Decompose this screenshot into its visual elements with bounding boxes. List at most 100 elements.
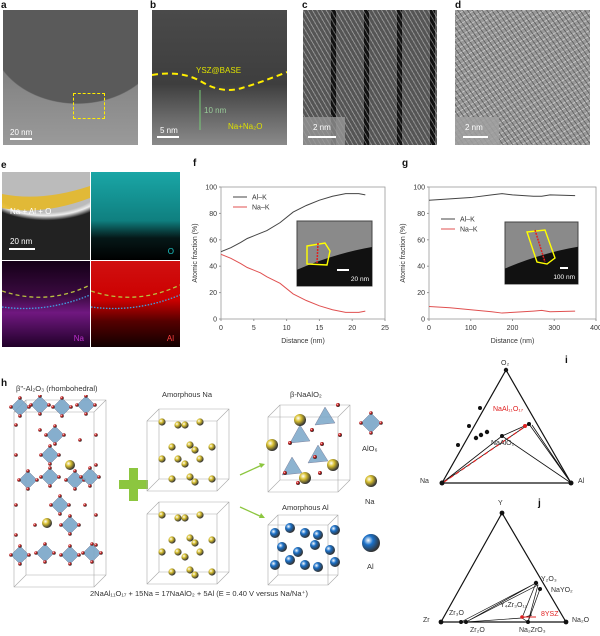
unit-cell-box	[146, 501, 230, 585]
vertex-zr: Zr	[423, 617, 430, 624]
oxygen-atom	[94, 543, 98, 547]
oxygen-atom	[81, 551, 85, 555]
aluminium-atom	[313, 562, 323, 572]
amorphous-al-title: Amorphous Al	[282, 503, 329, 512]
tem-image-c: 2 nm	[303, 10, 437, 145]
scale-bar	[9, 248, 35, 250]
eds-map-o: O	[91, 172, 180, 260]
plot-frame	[220, 186, 386, 320]
alo6-polyhedron	[60, 515, 80, 535]
phase-naal11o17: NaAl₁₁O₁₇	[493, 406, 524, 413]
oxygen-atom	[27, 553, 31, 557]
panel-label-j: j	[538, 498, 541, 509]
sodium-atom	[196, 455, 204, 463]
oxygen-atom	[77, 523, 81, 527]
phase-y4zr3o12: Y₄Zr₃O₁₂	[500, 602, 528, 609]
sodium-atom	[208, 443, 216, 451]
x-tick-label: 25	[381, 325, 389, 332]
oxygen-atom	[43, 542, 47, 546]
vertex-na: Na	[420, 478, 429, 485]
unit-cell-box	[267, 404, 351, 493]
plus-sign	[119, 468, 148, 501]
alo4-tetrahedron	[314, 406, 336, 426]
oxygen-atom	[62, 433, 66, 437]
ternary-diagram-i	[439, 367, 574, 486]
oxygen-atom	[318, 471, 322, 475]
sodium-atom	[191, 478, 199, 486]
oxygen-atom	[51, 405, 55, 409]
sodium-atom	[158, 548, 166, 556]
aluminium-atom	[330, 525, 340, 535]
oxygen-atom	[38, 395, 42, 398]
zoom-region-box	[73, 93, 105, 119]
oxygen-atom	[90, 560, 94, 564]
phase-y2o3: Y₂O₃	[541, 576, 557, 583]
legend-aluminium-atom	[362, 534, 380, 552]
sodium-atom	[191, 539, 199, 547]
sodium-atom	[208, 536, 216, 544]
vertex-na2o: Na₂O	[572, 617, 590, 624]
aluminium-atom	[285, 523, 295, 533]
y-tick-label: 100	[413, 185, 425, 192]
oxygen-atom	[39, 475, 43, 479]
overlay-label: Na + Al + O	[10, 207, 52, 216]
oxygen-atom	[67, 503, 71, 507]
structure-title: β''-Al₂O₃ (rhombohedral)	[16, 384, 98, 393]
x-tick-label: 0	[427, 325, 431, 332]
panel-label-b: b	[150, 0, 157, 11]
oxygen-atom	[14, 453, 18, 457]
series-line-Al–K	[428, 193, 576, 201]
oxygen-atom	[18, 414, 22, 418]
sodium-atom	[191, 571, 199, 579]
arrow-head	[259, 463, 265, 468]
scale-bar	[157, 136, 179, 138]
oxygen-atom	[84, 412, 88, 416]
sodium-atom	[181, 460, 189, 468]
alo6-polyhedron	[80, 467, 100, 487]
oxygen-atom	[90, 542, 94, 546]
sodium-atom	[327, 459, 339, 471]
oxygen-atom	[48, 466, 52, 470]
oxygen-atom	[52, 551, 56, 555]
legend-label: Na–K	[252, 205, 270, 212]
line-scan-region	[306, 242, 331, 266]
oxygen-atom	[53, 442, 57, 446]
oxygen-atom	[9, 405, 13, 409]
oxygen-atom	[35, 478, 39, 482]
sodium-atom	[186, 473, 194, 481]
y-tick-label: 20	[209, 290, 217, 297]
x-axis-label: Distance (nm)	[491, 338, 535, 345]
sodium-atom	[181, 553, 189, 561]
oxygen-atom	[78, 438, 82, 442]
oxygen-atom	[84, 395, 88, 398]
sodium-atom	[158, 418, 166, 426]
y-tick-label: 100	[205, 185, 217, 192]
y-tick-label: 0	[213, 317, 217, 324]
oxygen-atom	[44, 433, 48, 437]
alo4-tetrahedron	[307, 444, 329, 464]
oxygen-atom	[26, 487, 30, 491]
panel-label-f: f	[193, 158, 197, 169]
oxygen-atom	[48, 462, 52, 466]
scale-label: 5 nm	[160, 126, 178, 135]
oxygen-atom	[310, 428, 314, 432]
oxygen-atom	[57, 453, 61, 457]
series-line-Na–K	[220, 253, 366, 313]
map-label-o: O	[167, 247, 174, 256]
aluminium-atom	[277, 542, 287, 552]
oxygen-atom	[68, 514, 72, 518]
y-tick-label: 40	[417, 264, 425, 271]
x-tick-label: 10	[283, 325, 291, 332]
y-tick-label: 60	[417, 237, 425, 244]
sodium-atom	[294, 414, 306, 426]
sodium-atom	[299, 472, 311, 484]
scale-bar	[308, 136, 336, 138]
alo6-polyhedron	[35, 543, 55, 563]
oxygen-atom	[73, 487, 77, 491]
phase-na2zro3: Na₂ZrO₃	[519, 627, 546, 634]
alo6-polyhedron	[82, 543, 102, 563]
legend-label: Al–K	[252, 195, 267, 202]
panel-label-e: e	[1, 160, 7, 171]
oxygen-atom	[283, 471, 287, 475]
oxygen-atom	[38, 412, 42, 416]
